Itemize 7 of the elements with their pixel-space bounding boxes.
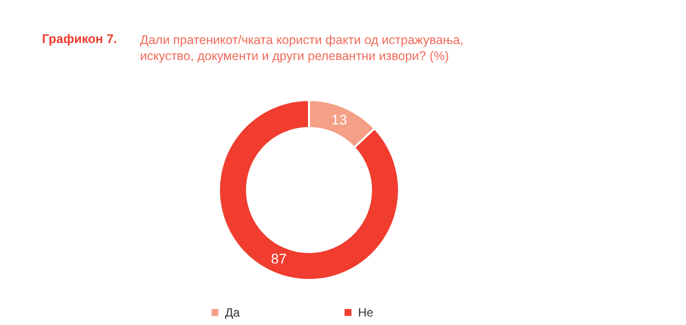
data-label: 13 [331,111,348,128]
text: Графикон 7. [42,32,117,46]
chart-subtitle: Дали пратеникот/чката користи факти од истражувања, искуство, документи и други релевантни извори? (%) [140,32,464,64]
donut-slice [218,99,400,281]
legend-label: Да [225,305,240,320]
data-label: 87 [271,250,287,267]
legend-label: Не [358,305,374,320]
